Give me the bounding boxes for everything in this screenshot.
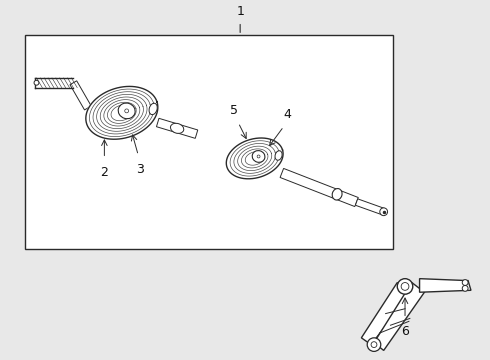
Polygon shape bbox=[374, 283, 424, 350]
Polygon shape bbox=[86, 86, 158, 139]
Text: 6: 6 bbox=[401, 325, 409, 338]
Ellipse shape bbox=[371, 342, 377, 347]
Ellipse shape bbox=[257, 155, 260, 158]
Ellipse shape bbox=[380, 208, 388, 216]
Polygon shape bbox=[355, 199, 385, 215]
Ellipse shape bbox=[462, 285, 468, 291]
Polygon shape bbox=[226, 138, 283, 179]
Bar bbox=[25, 35, 393, 249]
Text: 2: 2 bbox=[100, 166, 108, 179]
Ellipse shape bbox=[367, 338, 381, 351]
Text: 5: 5 bbox=[230, 104, 238, 117]
Polygon shape bbox=[70, 81, 91, 110]
Text: 4: 4 bbox=[284, 108, 292, 121]
Ellipse shape bbox=[462, 280, 468, 285]
Ellipse shape bbox=[118, 103, 135, 119]
Ellipse shape bbox=[252, 150, 265, 162]
Polygon shape bbox=[156, 118, 198, 138]
Ellipse shape bbox=[171, 123, 184, 134]
Polygon shape bbox=[419, 279, 471, 292]
Ellipse shape bbox=[332, 189, 342, 200]
Ellipse shape bbox=[125, 109, 128, 113]
Ellipse shape bbox=[149, 103, 157, 114]
Ellipse shape bbox=[397, 279, 413, 294]
Polygon shape bbox=[280, 168, 358, 207]
Text: 3: 3 bbox=[136, 163, 144, 176]
Text: 1: 1 bbox=[236, 5, 244, 18]
Ellipse shape bbox=[401, 283, 409, 290]
Ellipse shape bbox=[34, 80, 39, 85]
Ellipse shape bbox=[275, 151, 282, 160]
Polygon shape bbox=[362, 283, 410, 345]
